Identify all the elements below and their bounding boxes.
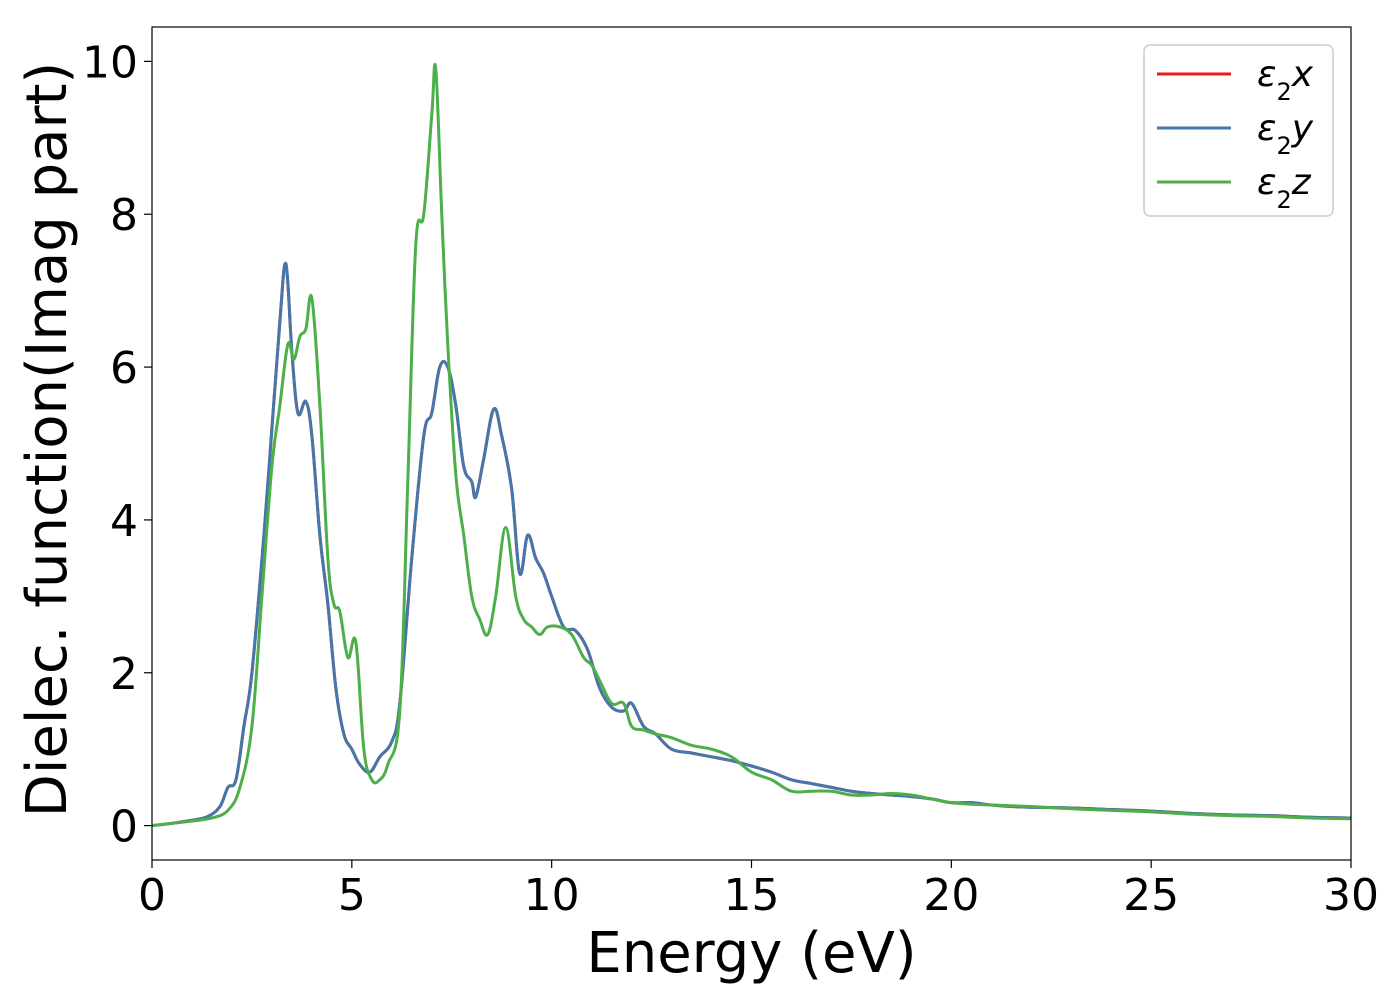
legend-label-z: ε2z bbox=[1257, 162, 1312, 214]
x-axis-label: Energy (eV) bbox=[586, 921, 916, 986]
y-tick-label: 2 bbox=[110, 649, 138, 700]
series-line-x bbox=[152, 261, 1351, 828]
y-axis-ticks: 0 2 4 6 8 10 bbox=[82, 37, 152, 853]
x-tick-label: 20 bbox=[923, 870, 979, 921]
x-tick-label: 30 bbox=[1323, 870, 1379, 921]
legend-label-y: ε2y bbox=[1257, 108, 1314, 160]
series-layer bbox=[152, 62, 1351, 828]
series-line-z bbox=[152, 62, 1351, 828]
y-tick-label: 8 bbox=[110, 190, 138, 241]
legend-label-x: ε2x bbox=[1257, 54, 1314, 106]
x-tick-label: 15 bbox=[724, 870, 780, 921]
x-tick-label: 10 bbox=[524, 870, 580, 921]
x-tick-label: 0 bbox=[138, 870, 166, 921]
y-tick-label: 4 bbox=[110, 496, 138, 547]
x-axis-ticks: 0 5 10 15 20 25 30 bbox=[138, 860, 1379, 921]
y-tick-label: 6 bbox=[110, 343, 138, 394]
y-axis-label: Dielec. function(Imag part) bbox=[15, 62, 80, 818]
y-tick-label: 10 bbox=[82, 37, 138, 88]
legend-box bbox=[1143, 44, 1334, 217]
y-tick-label: 0 bbox=[110, 802, 138, 853]
series-line-y bbox=[152, 261, 1351, 828]
x-tick-label: 25 bbox=[1123, 870, 1179, 921]
x-tick-label: 5 bbox=[338, 870, 366, 921]
